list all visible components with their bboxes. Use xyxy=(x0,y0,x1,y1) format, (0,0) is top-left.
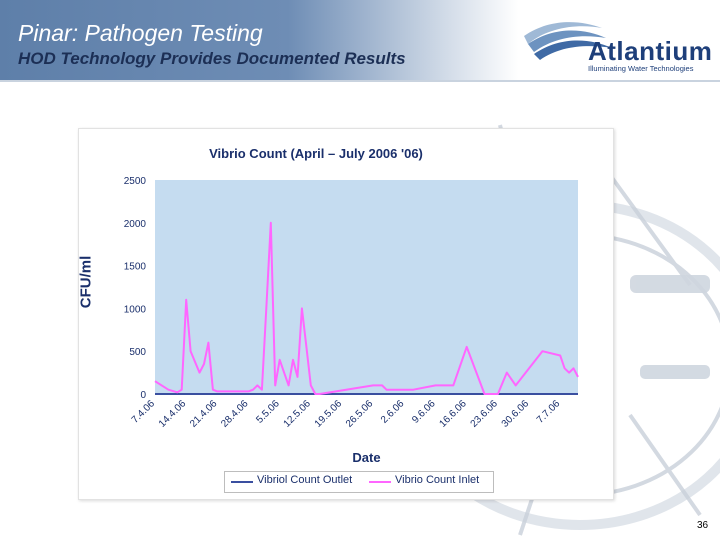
x-tick-label: 21.4.06 xyxy=(188,398,220,430)
logo-tagline: Illuminating Water Technologies xyxy=(588,64,694,73)
legend-label-inlet: Vibrio Count Inlet xyxy=(395,474,480,486)
y-tick-label: 1500 xyxy=(124,262,147,273)
slide-header xyxy=(0,0,720,80)
slide-subtitle: HOD Technology Provides Documented Resul… xyxy=(18,49,406,68)
header-divider xyxy=(0,80,720,82)
logo-wordmark: Atlantium xyxy=(588,36,713,66)
series-line-inlet xyxy=(154,221,579,395)
y-tick-label: 0 xyxy=(140,390,146,401)
legend-label-outlet: Vibriol Count Outlet xyxy=(257,474,353,486)
y-tick-label: 2500 xyxy=(124,176,147,187)
x-tick-label: 5.5.06 xyxy=(254,398,282,426)
x-tick-label: 30.6.06 xyxy=(500,398,532,430)
x-tick-label: 19.5.06 xyxy=(313,398,345,430)
legend-swatch-outlet xyxy=(231,481,253,483)
x-tick-label: 12.5.06 xyxy=(282,398,314,430)
x-tick-label: 2.6.06 xyxy=(379,398,407,426)
legend-swatch-inlet xyxy=(369,481,391,483)
plot-area xyxy=(155,180,578,394)
x-tick-label: 7.4.06 xyxy=(130,398,158,426)
chart-title: Vibrio Count (April – July 2006 '06) xyxy=(209,146,423,161)
atlantium-wave-logo-icon xyxy=(524,22,612,60)
x-tick-label: 9.6.06 xyxy=(410,398,438,426)
x-tick-label: 7.7.06 xyxy=(535,398,563,426)
x-tick-label: 28.4.06 xyxy=(219,398,251,430)
x-tick-label: 14.4.06 xyxy=(157,398,189,430)
y-tick-label: 1000 xyxy=(124,304,147,315)
page-number: 36 xyxy=(697,520,709,531)
x-tick-label: 26.5.06 xyxy=(344,398,376,430)
x-tick-label: 16.6.06 xyxy=(437,398,469,430)
chart-legend: Vibriol Count Outlet Vibrio Count Inlet xyxy=(224,471,494,493)
y-tick-label: 500 xyxy=(129,347,146,358)
x-tick-label: 23.6.06 xyxy=(469,398,501,430)
y-tick-label: 2000 xyxy=(124,219,147,230)
slide-title: Pinar: Pathogen Testing xyxy=(18,20,263,46)
x-axis-label: Date xyxy=(352,450,380,465)
